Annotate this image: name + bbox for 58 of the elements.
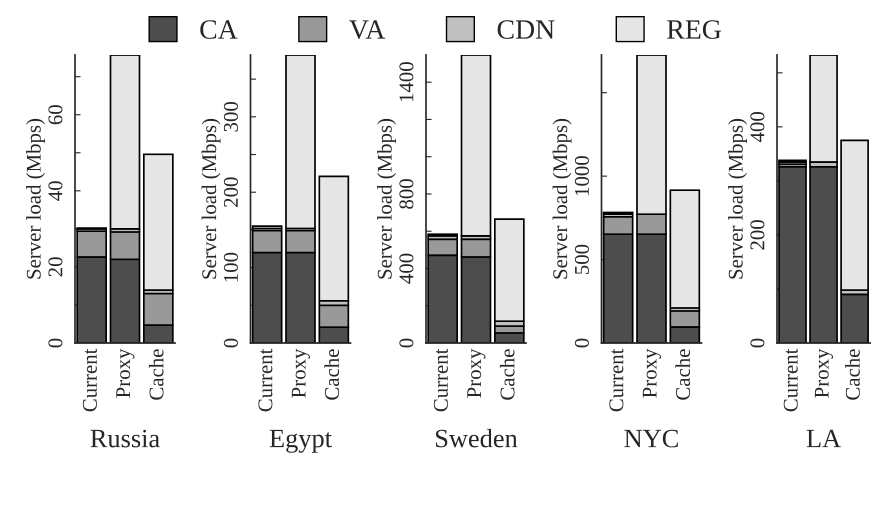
x-tick-label: Proxy [467, 348, 486, 398]
x-tick-label: Current [82, 348, 97, 412]
y-axis-title: Server load (Mbps) [552, 118, 572, 279]
bar [460, 55, 492, 237]
bar [670, 189, 700, 309]
bar [840, 294, 869, 343]
x-tick-label: Cache [675, 349, 690, 400]
bar [110, 55, 140, 230]
y-tick-label: 0 [750, 338, 764, 348]
y-tick-label: 0 [399, 338, 414, 348]
legend-label: REG [667, 20, 721, 39]
y-tick-label: 0 [224, 338, 238, 348]
x-axis-title: LA [806, 430, 841, 448]
y-tick-label: 800 [399, 179, 414, 209]
legend-label: CDN [498, 20, 555, 39]
x-tick-label: Cache [500, 349, 515, 400]
x-tick-label: Current [434, 348, 448, 412]
legend-label: CA [200, 20, 238, 39]
y-axis-title: Server load (Mbps) [377, 118, 396, 279]
y-tick-label: 0 [574, 338, 589, 348]
y-tick-label: 200 [224, 177, 238, 207]
x-tick-label: Cache [148, 349, 164, 400]
bar [143, 153, 174, 291]
bar [809, 166, 838, 343]
legend-label: VA [349, 20, 386, 40]
y-tick-label: 40 [48, 181, 62, 201]
y-axis-title: Server load (Mbps) [202, 118, 220, 279]
x-tick-label: Proxy [814, 348, 834, 398]
x-tick-label: Current [258, 348, 272, 412]
y-axis-title: Server load (Mbps) [26, 118, 45, 279]
y-tick-label: 200 [750, 220, 764, 250]
y-tick-label: 500 [574, 244, 589, 274]
bar [285, 55, 316, 230]
bar [840, 140, 869, 291]
y-tick-label: 100 [224, 252, 238, 282]
x-tick-label: Cache [845, 349, 860, 400]
x-tick-label: Cache [324, 349, 340, 400]
bar [318, 176, 350, 302]
y-tick-label: 1400 [399, 62, 414, 102]
y-axis-title: Server load (Mbps) [728, 118, 747, 279]
y-tick-label: 0 [48, 338, 62, 348]
x-tick-label: Proxy [642, 348, 661, 398]
y-tick-label: 300 [224, 102, 238, 132]
y-tick-label: 60 [48, 105, 62, 124]
x-axis-title: Sweden [436, 428, 518, 448]
y-tick-label: 20 [48, 257, 62, 276]
x-axis-title: Egypt [270, 430, 332, 453]
x-tick-label: Current [609, 348, 624, 412]
x-tick-label: Proxy [292, 348, 310, 398]
bar [252, 225, 282, 230]
x-tick-label: Current [784, 348, 798, 412]
x-axis-title: Russia [90, 430, 160, 448]
y-tick-label: 400 [750, 112, 764, 142]
x-axis-title: NYC [624, 430, 678, 448]
y-tick-label: 400 [399, 254, 414, 284]
bar [778, 166, 807, 343]
x-tick-label: Proxy [116, 348, 134, 398]
y-tick-label: 1000 [574, 156, 589, 196]
